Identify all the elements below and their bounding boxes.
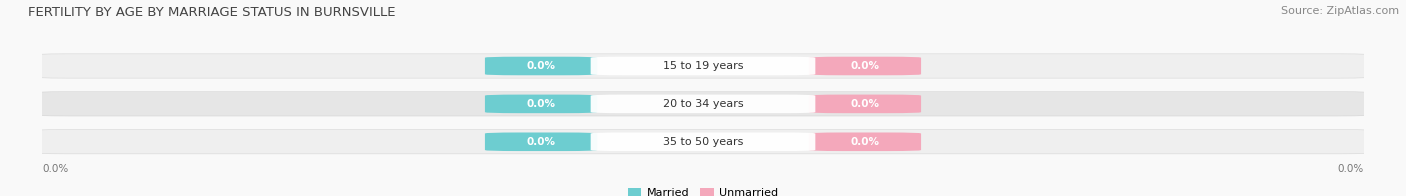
FancyBboxPatch shape xyxy=(591,132,815,151)
Legend: Married, Unmarried: Married, Unmarried xyxy=(623,184,783,196)
FancyBboxPatch shape xyxy=(485,95,598,113)
Text: 0.0%: 0.0% xyxy=(42,164,69,174)
Text: Source: ZipAtlas.com: Source: ZipAtlas.com xyxy=(1281,6,1399,16)
FancyBboxPatch shape xyxy=(808,95,921,113)
Text: 0.0%: 0.0% xyxy=(1337,164,1364,174)
Text: 35 to 50 years: 35 to 50 years xyxy=(662,137,744,147)
FancyBboxPatch shape xyxy=(30,92,1376,116)
Text: 15 to 19 years: 15 to 19 years xyxy=(662,61,744,71)
Text: 0.0%: 0.0% xyxy=(851,99,879,109)
FancyBboxPatch shape xyxy=(591,57,815,75)
FancyBboxPatch shape xyxy=(591,95,815,113)
Text: 0.0%: 0.0% xyxy=(851,61,879,71)
Text: 0.0%: 0.0% xyxy=(851,137,879,147)
FancyBboxPatch shape xyxy=(485,57,598,75)
Text: FERTILITY BY AGE BY MARRIAGE STATUS IN BURNSVILLE: FERTILITY BY AGE BY MARRIAGE STATUS IN B… xyxy=(28,6,395,19)
Text: 0.0%: 0.0% xyxy=(527,99,555,109)
FancyBboxPatch shape xyxy=(30,54,1376,78)
FancyBboxPatch shape xyxy=(808,132,921,151)
FancyBboxPatch shape xyxy=(808,57,921,75)
Text: 0.0%: 0.0% xyxy=(527,137,555,147)
Text: 20 to 34 years: 20 to 34 years xyxy=(662,99,744,109)
Text: 0.0%: 0.0% xyxy=(527,61,555,71)
FancyBboxPatch shape xyxy=(30,130,1376,154)
FancyBboxPatch shape xyxy=(485,132,598,151)
